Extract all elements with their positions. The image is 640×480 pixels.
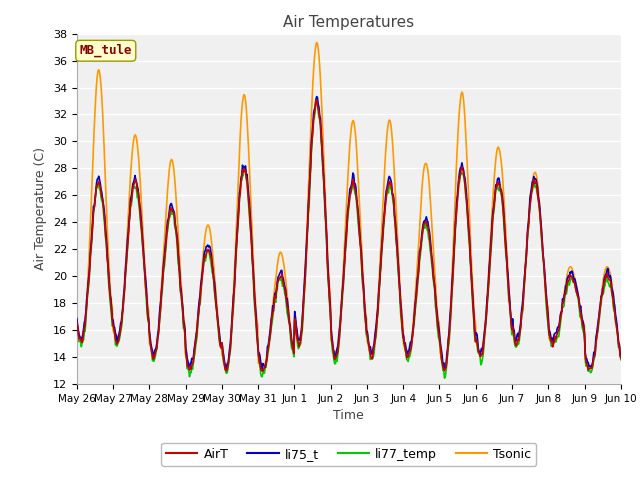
X-axis label: Time: Time xyxy=(333,409,364,422)
Legend: AirT, li75_t, li77_temp, Tsonic: AirT, li75_t, li77_temp, Tsonic xyxy=(161,443,536,466)
Text: MB_tule: MB_tule xyxy=(79,44,132,58)
Y-axis label: Air Temperature (C): Air Temperature (C) xyxy=(35,147,47,270)
Title: Air Temperatures: Air Temperatures xyxy=(284,15,414,30)
